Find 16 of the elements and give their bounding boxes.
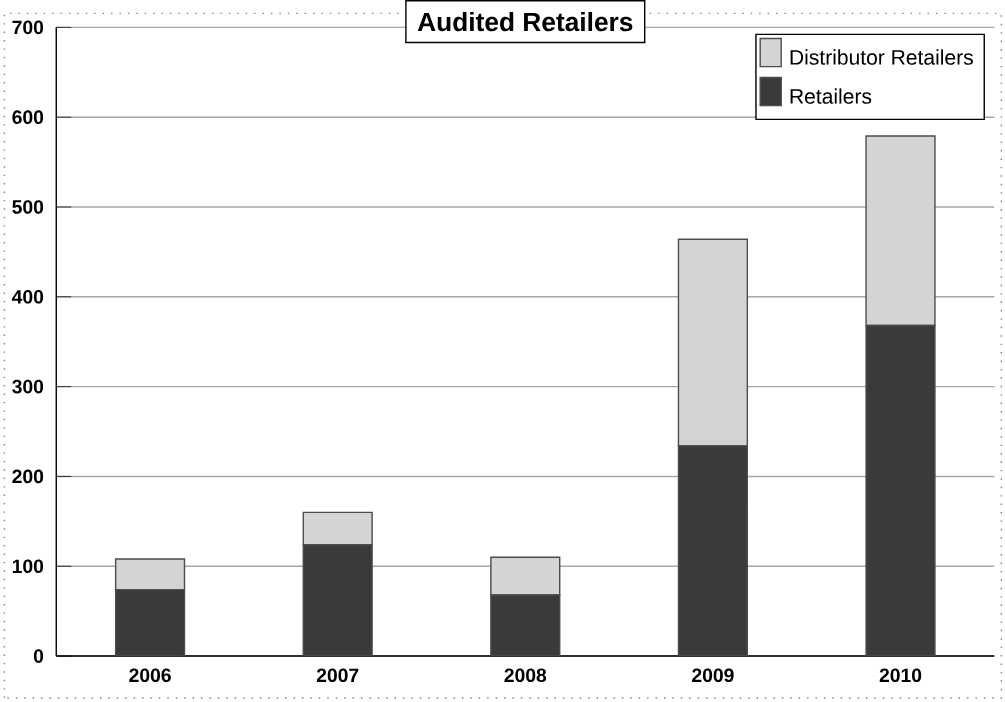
x-tick-label: 2006 xyxy=(129,668,171,683)
y-tick-label: 500 xyxy=(12,200,44,214)
y-tick-label: 400 xyxy=(11,290,44,304)
legend-label: Retailers xyxy=(790,88,872,104)
y-tick-label: 700 xyxy=(12,20,44,35)
x-tick-label: 2008 xyxy=(504,668,547,683)
y-tick-label: 600 xyxy=(12,110,44,125)
y-tick-label: 300 xyxy=(12,379,44,394)
y-tick-label: 0 xyxy=(33,649,44,664)
x-tick-label: 2009 xyxy=(692,668,734,683)
legend-label: Distributor Retailers xyxy=(790,49,973,65)
y-tick-label: 200 xyxy=(12,469,44,484)
x-tick-label: 2007 xyxy=(316,668,359,683)
chart-title: Audited Retailers xyxy=(417,12,633,32)
x-tick-label: 2010 xyxy=(879,668,922,683)
y-tick-label: 100 xyxy=(12,559,44,574)
